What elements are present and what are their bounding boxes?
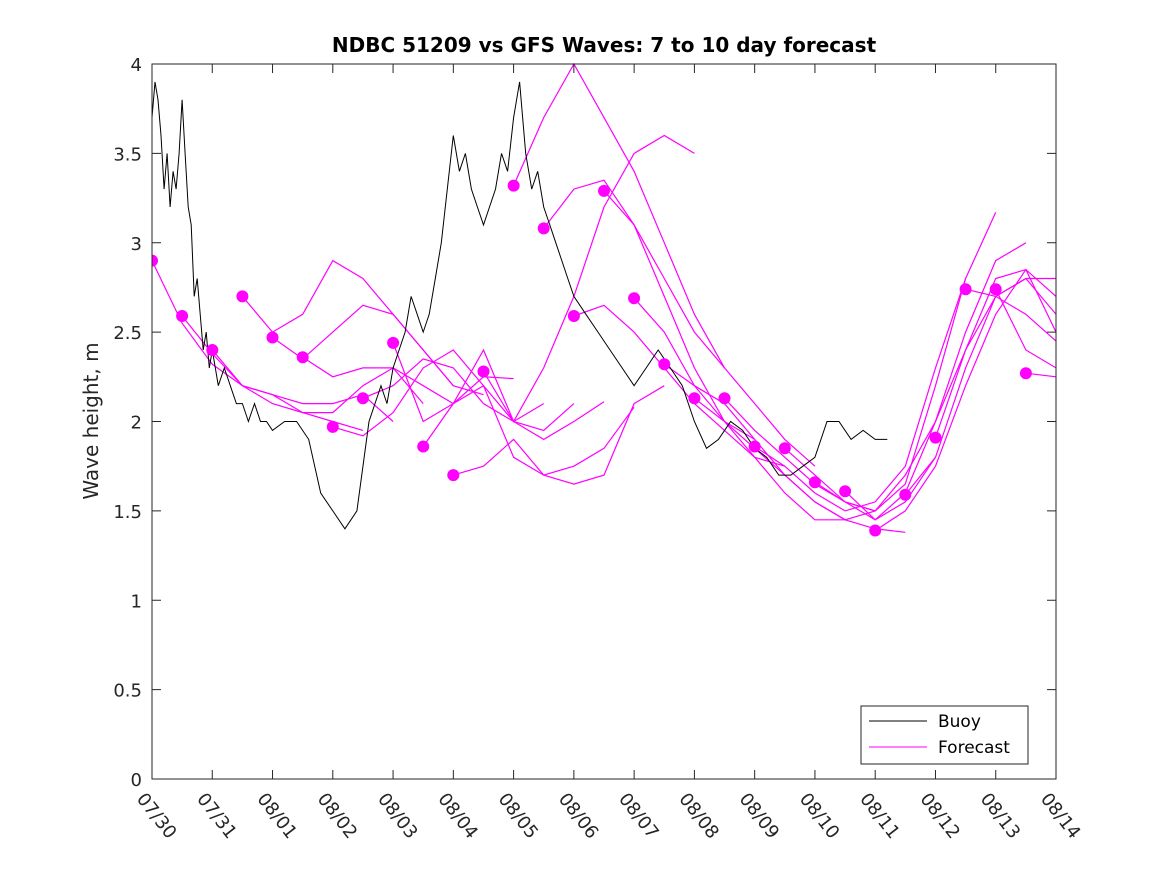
forecast-marker-6 xyxy=(326,420,339,433)
forecast-line-12 xyxy=(513,63,726,369)
legend: Buoy Forecast xyxy=(860,705,1029,765)
forecast-marker-22 xyxy=(808,476,821,489)
forecast-marker-28 xyxy=(989,283,1002,296)
forecast-marker-13 xyxy=(537,222,550,235)
forecast-line-25 xyxy=(904,277,1056,496)
y-tick-label: 2.5 xyxy=(113,323,142,344)
forecast-marker-14 xyxy=(567,310,580,322)
buoy-line xyxy=(152,81,888,530)
forecast-line-26 xyxy=(934,268,1056,438)
y-tick-label: 1.5 xyxy=(113,502,142,523)
forecast-line-19 xyxy=(724,397,936,521)
forecast-marker-23 xyxy=(839,485,852,498)
forecast-marker-9 xyxy=(417,440,430,453)
forecast-line-9 xyxy=(422,384,635,476)
forecast-line-11 xyxy=(482,134,695,423)
forecast-marker-27 xyxy=(959,283,972,296)
forecast-line-10 xyxy=(453,385,665,485)
forecast-marker-10 xyxy=(447,469,460,482)
legend-label-forecast: Forecast xyxy=(938,738,1010,758)
y-axis-label: Wave height, m xyxy=(79,342,103,499)
forecast-marker-0 xyxy=(152,254,158,267)
y-tick-label: 0 xyxy=(131,770,142,791)
legend-box xyxy=(860,705,1029,765)
y-tick-label: 3 xyxy=(131,234,142,255)
forecast-line-2 xyxy=(211,349,424,414)
forecast-line-5 xyxy=(302,356,514,405)
forecast-marker-17 xyxy=(658,358,671,371)
legend-label-buoy: Buoy xyxy=(938,712,981,732)
forecast-marker-5 xyxy=(296,351,309,364)
forecast-marker-2 xyxy=(206,344,219,356)
y-tick-label: 4 xyxy=(131,55,142,76)
forecast-line-14 xyxy=(573,304,785,467)
forecast-marker-1 xyxy=(176,310,189,322)
chart-title: NDBC 51209 vs GFS Waves: 7 to 10 day for… xyxy=(332,33,877,57)
forecast-marker-4 xyxy=(266,331,279,344)
y-tick-label: 2 xyxy=(131,413,142,434)
forecast-line-28 xyxy=(995,288,1056,369)
forecast-marker-29 xyxy=(1019,367,1032,380)
forecast-marker-24 xyxy=(869,524,882,537)
forecast-marker-15 xyxy=(598,184,610,197)
forecast-marker-26 xyxy=(929,431,942,444)
y-tick-label: 1 xyxy=(131,591,142,612)
forecast-marker-18 xyxy=(688,392,701,405)
forecast-line-27 xyxy=(965,288,1056,342)
forecast-line-15 xyxy=(603,190,816,467)
forecast-line-7 xyxy=(362,358,575,432)
y-tick-label: 0.5 xyxy=(113,681,142,702)
forecast-marker-25 xyxy=(899,488,912,501)
forecast-line-8 xyxy=(392,342,605,441)
forecast-marker-20 xyxy=(748,440,761,453)
forecast-line-22 xyxy=(814,242,1027,512)
forecast-marker-3 xyxy=(236,290,249,303)
forecast-marker-19 xyxy=(718,392,731,405)
y-tick-label: 3.5 xyxy=(113,144,142,165)
forecast-marker-21 xyxy=(778,442,791,455)
forecast-marker-7 xyxy=(356,392,369,405)
forecast-marker-16 xyxy=(628,292,641,305)
forecast-line-13 xyxy=(543,179,756,440)
forecast-marker-8 xyxy=(387,336,400,349)
forecast-marker-12 xyxy=(507,179,520,192)
forecast-line-16 xyxy=(633,297,846,521)
forecast-marker-11 xyxy=(477,365,490,378)
